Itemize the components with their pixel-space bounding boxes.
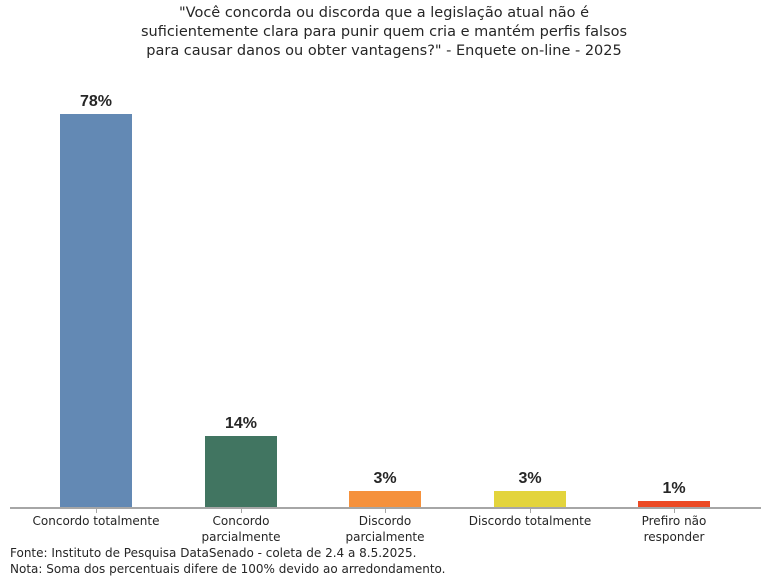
x-axis-tick [674,509,675,513]
x-axis-category-label: Discordo totalmente [460,513,600,529]
bar-value-label: 3% [518,470,542,487]
chart-title-line-1: "Você concorda ou discorda que a legisla… [179,5,589,21]
x-axis-category-label: Discordo parcialmente [315,513,455,545]
x-axis-category-label: Prefiro não responder [604,513,744,545]
category-label-line: parcialmente [345,530,425,544]
category-label-line: Discordo [358,514,412,528]
chart-footer: Fonte: Instituto de Pesquisa DataSenado … [10,545,445,577]
bar-value-label: 14% [224,415,258,432]
bar-value-label: 1% [662,480,686,497]
category-label-line: Concordo totalmente [32,514,160,528]
category-label-line: responder [643,530,705,544]
x-axis-category-label: Concordo parcialmente [171,513,311,545]
chart-title-line-2: suficientemente clara para punir quem cr… [140,24,628,40]
bar-discordo-parcialmente [349,491,421,507]
source-note: Fonte: Instituto de Pesquisa DataSenado … [10,546,417,560]
chart-title-line-3: para causar danos ou obter vantagens?" -… [146,43,622,59]
rounding-note: Nota: Soma dos percentuais difere de 100… [10,562,446,576]
x-axis-line [10,507,761,509]
category-label-line: parcialmente [201,530,281,544]
bar-concordo-parcialmente [205,436,277,507]
bar-prefiro-nao-responder [638,501,710,507]
category-label-line: Prefiro não [641,514,707,528]
x-axis-tick [241,509,242,513]
x-axis-category-label: Concordo totalmente [26,513,166,529]
bar-value-label: 3% [373,470,397,487]
bar-discordo-totalmente [494,491,566,507]
x-axis-tick [96,509,97,513]
bar-value-label: 78% [79,93,113,110]
category-label-line: Concordo [212,514,270,528]
bar-concordo-totalmente [60,114,132,507]
chart-title: "Você concorda ou discorda que a legisla… [0,4,768,61]
x-axis-tick [530,509,531,513]
category-label-line: Discordo totalmente [468,514,592,528]
x-axis-tick [385,509,386,513]
